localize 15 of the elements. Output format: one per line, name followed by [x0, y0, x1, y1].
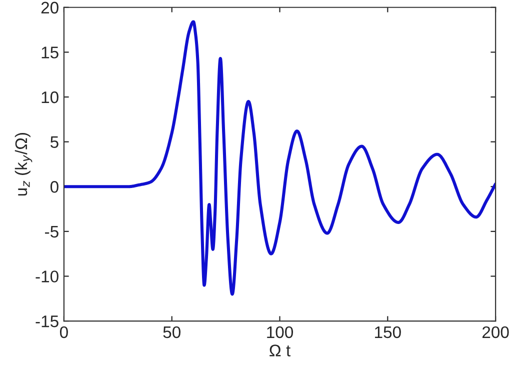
x-tick-label: 100	[267, 326, 294, 338]
x-axis-title: Ω t	[270, 344, 290, 356]
y-tick-label: -15	[36, 316, 58, 328]
x-tick-label: 150	[375, 326, 401, 338]
y-tick-label: 20	[41, 2, 58, 14]
y-tick-label: 15	[42, 46, 58, 58]
y-tick-label: -10	[36, 270, 58, 282]
y-axis-title: u$_{z}$ (k$_{y}$/Ω)	[14, 132, 32, 196]
x-tick-label: 0	[60, 326, 68, 338]
x-tick-label: 50	[163, 326, 180, 338]
y-tick-label: 5	[50, 136, 58, 148]
y-tick-label: 0	[50, 181, 58, 193]
y-tick-label: 10	[42, 91, 58, 104]
x-tick-label: 200	[482, 326, 509, 338]
y-tick-label: -5	[45, 226, 58, 238]
